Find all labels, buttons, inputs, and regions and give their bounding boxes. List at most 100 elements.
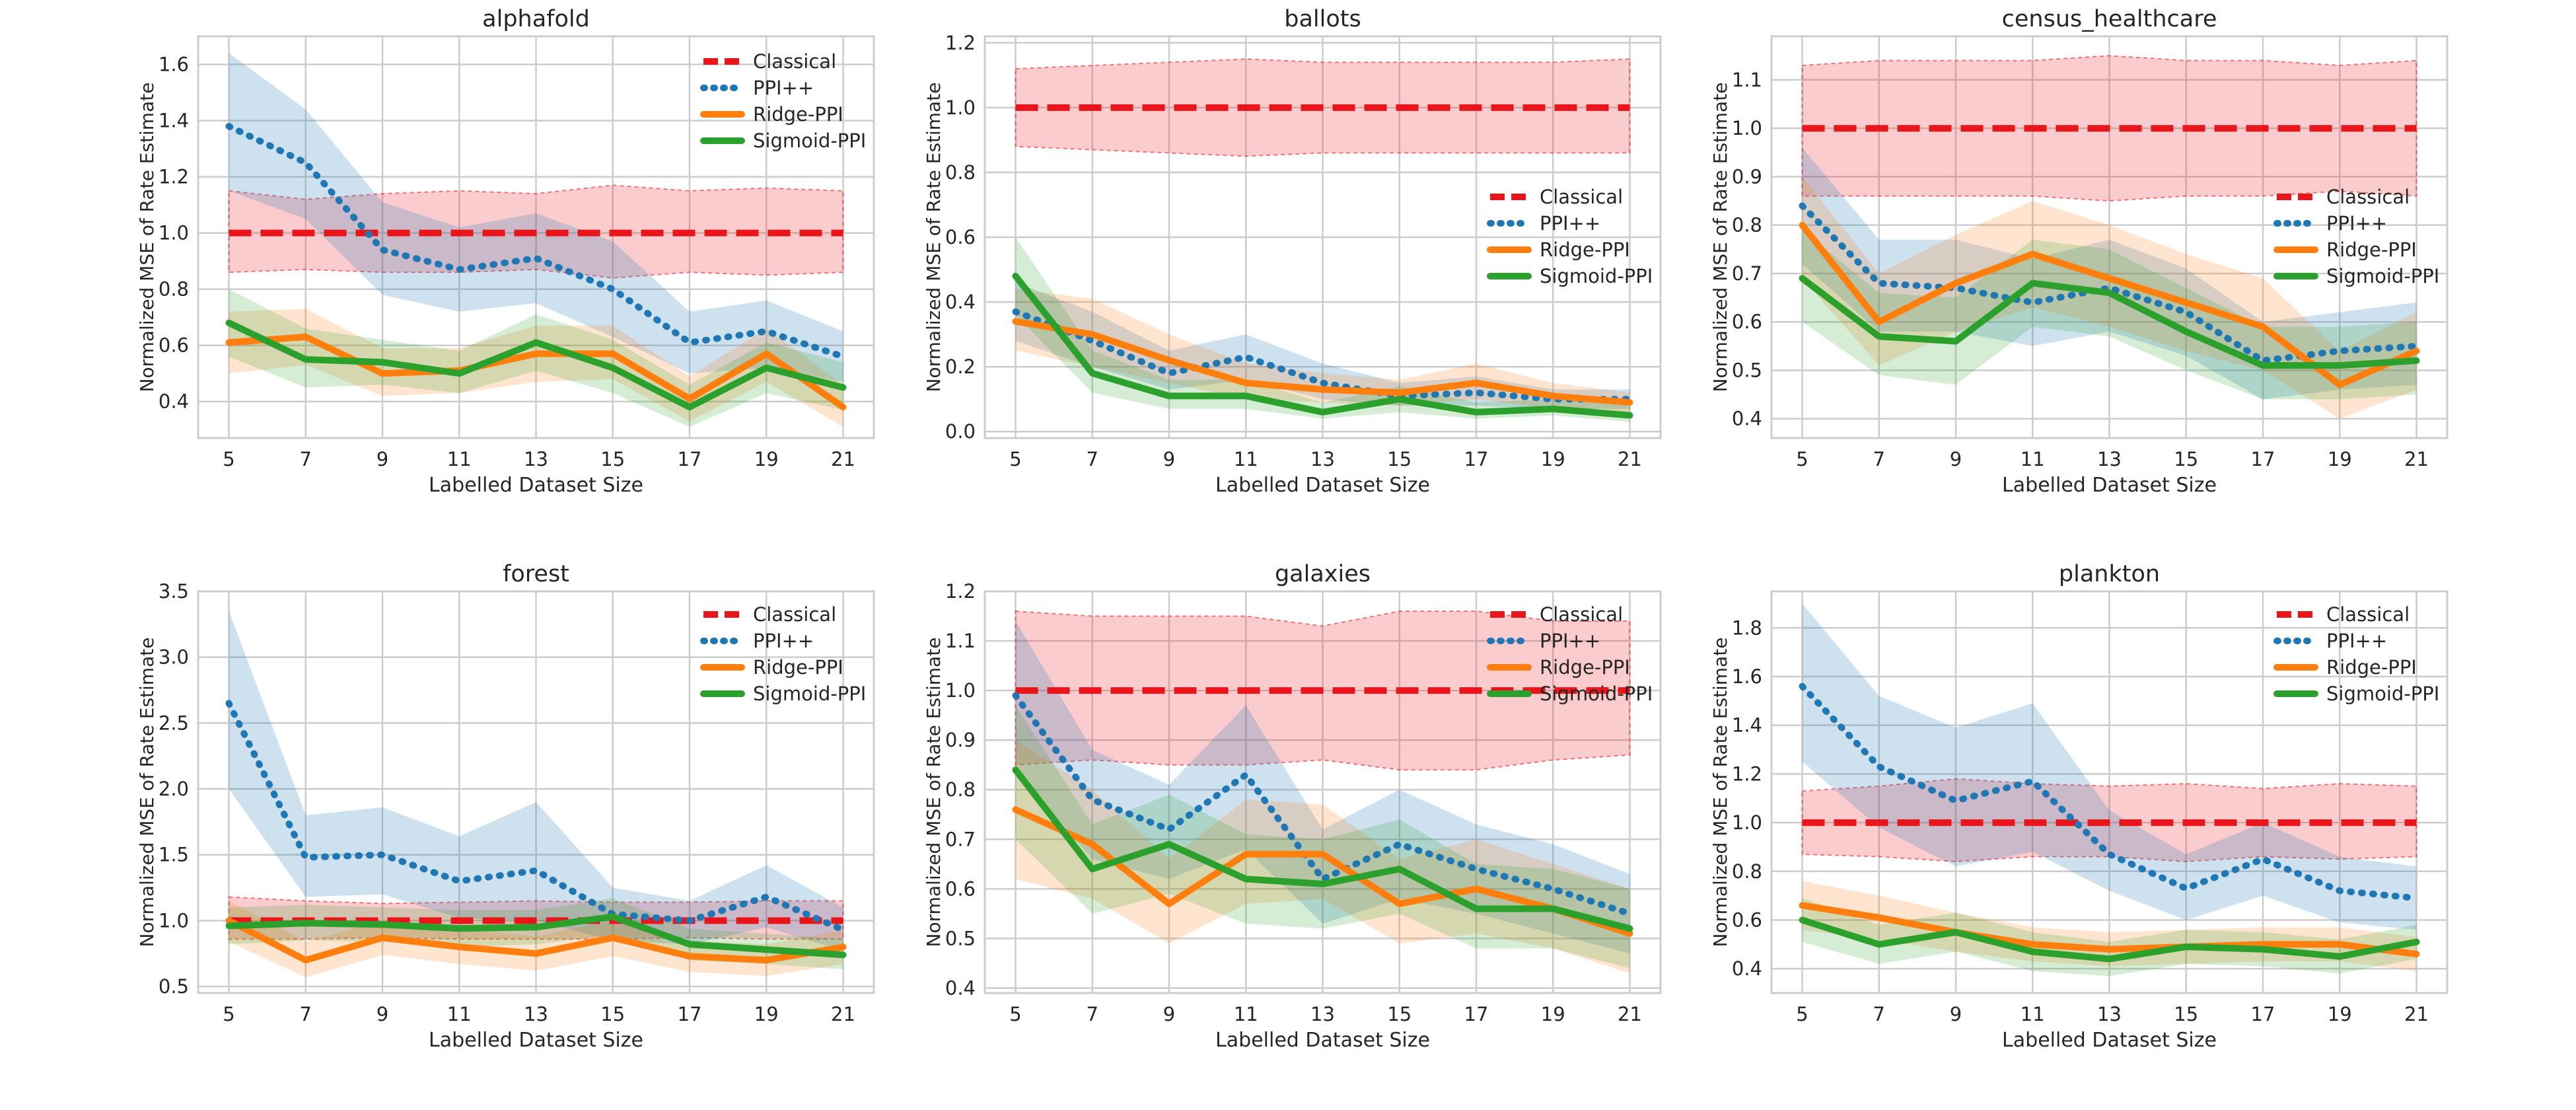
legend-label-classical: Classical <box>2326 603 2410 626</box>
y-tick-label: 1.2 <box>1732 762 1762 785</box>
x-tick-label: 15 <box>600 448 625 470</box>
point-classical <box>1169 107 1170 108</box>
point-ridge-ppi <box>612 353 613 354</box>
legend-label-ppi: PPI++ <box>1540 212 1600 235</box>
x-tick-label: 13 <box>2097 448 2122 470</box>
point-ridge-ppi <box>305 960 306 961</box>
point-ppi <box>1476 869 1477 870</box>
y-tick-label: 1.2 <box>945 580 976 603</box>
band-ppi <box>1802 603 2417 930</box>
line-ridge-ppi <box>225 333 847 411</box>
point-ppi <box>1169 829 1170 830</box>
x-tick-label: 17 <box>2251 1003 2275 1025</box>
line-sigmoid-ppi <box>1799 916 2420 963</box>
panel-title: plankton <box>2059 561 2160 587</box>
line-ppi <box>1799 202 2420 364</box>
x-tick-label: 15 <box>1387 448 1412 470</box>
legend-label-classical: Classical <box>1540 603 1623 626</box>
y-tick-label: 0.8 <box>945 778 976 801</box>
x-tick-label: 9 <box>1163 1003 1175 1025</box>
y-axis-label: Normalized MSE of Rate Estimate <box>1709 83 1731 392</box>
point-ridge-ppi <box>1015 809 1016 810</box>
line-ridge-ppi <box>1012 318 1633 406</box>
point-sigmoid-ppi <box>305 923 306 924</box>
panel-title: forest <box>503 561 569 587</box>
x-tick-label: 21 <box>831 1003 855 1025</box>
plot-frame <box>1770 35 2449 439</box>
x-tick-label: 17 <box>1464 1003 1489 1025</box>
point-sigmoid-ppi <box>1399 399 1400 400</box>
panel-forest: 5 7 9 11 13 15 17 19 21 0.5 1.0 1.5 2.0 2.5 3.0 3.5 fore… <box>136 561 875 1052</box>
x-axis-label: Labelled Dataset Size <box>1215 474 1430 497</box>
panel-title: census_healthcare <box>2002 6 2217 32</box>
legend-label-ridge-ppi: Ridge-PPI <box>1540 656 1630 679</box>
y-tick-label: 0.6 <box>159 334 189 357</box>
x-axis-label: Labelled Dataset Size <box>2002 1029 2217 1052</box>
point-ridge-ppi <box>1878 917 1879 918</box>
y-tick-label: 1.0 <box>945 96 976 119</box>
y-tick-label: 0.8 <box>159 278 189 301</box>
point-classical <box>1169 690 1170 691</box>
x-tick-label: 9 <box>1950 448 1962 470</box>
legend-label-ppi: PPI++ <box>753 630 814 652</box>
point-classical <box>1629 107 1630 108</box>
y-tick-label: 0.9 <box>945 729 976 751</box>
y-tick-label: 0.8 <box>945 161 976 184</box>
x-tick-label: 19 <box>754 1003 779 1025</box>
x-tick-label: 5 <box>1009 448 1021 470</box>
line-sigmoid-ppi <box>1012 272 1633 419</box>
band-ppi <box>229 610 843 951</box>
point-ridge-ppi <box>2263 944 2264 945</box>
y-tick-label: 0.4 <box>1732 408 1762 430</box>
x-axis-label: Labelled Dataset Size <box>429 474 643 497</box>
point-sigmoid-ppi <box>766 949 767 950</box>
band-sigmoid-ppi <box>1015 705 1630 969</box>
point-ppi <box>766 331 767 332</box>
legend-label-sigmoid-ppi: Sigmoid-PPI <box>753 130 866 152</box>
point-sigmoid-ppi <box>1629 928 1630 929</box>
legend-label-ppi: PPI++ <box>753 77 814 99</box>
point-ridge-ppi <box>1015 321 1016 322</box>
plot-frame <box>984 35 1662 439</box>
point-sigmoid-ppi <box>2032 951 2033 952</box>
x-tick-label: 21 <box>1618 1003 1642 1025</box>
x-tick-label: 5 <box>1009 1003 1021 1025</box>
legend: Classical PPI++ Ridge-PPI Sigmoid-PPI <box>2273 186 2439 287</box>
point-classical <box>382 920 383 921</box>
x-tick-label: 15 <box>2174 448 2198 470</box>
point-ridge-ppi <box>1629 402 1630 403</box>
series-layer <box>1012 58 1633 422</box>
panel-plankton: 5 7 9 11 13 15 17 19 21 0.4 0.6 0.8 1.0 1.2 1.4 1.6 1.8 p… <box>1709 561 2449 1052</box>
legend-label-ppi: PPI++ <box>2326 212 2387 235</box>
y-tick-label: 1.0 <box>159 909 189 932</box>
legend: Classical PPI++ Ridge-PPI Sigmoid-PPI <box>700 50 866 152</box>
point-sigmoid-ppi <box>612 916 613 917</box>
x-tick-label: 19 <box>2328 1003 2352 1025</box>
legend-label-sigmoid-ppi: Sigmoid-PPI <box>753 683 866 705</box>
legend-label-sigmoid-ppi: Sigmoid-PPI <box>1540 683 1653 705</box>
y-tick-label: 1.1 <box>1732 69 1762 91</box>
legend-label-ppi: PPI++ <box>2326 630 2387 652</box>
point-sigmoid-ppi <box>2416 360 2417 361</box>
band-sigmoid-ppi <box>1802 898 2417 977</box>
point-classical <box>612 920 613 921</box>
y-tick-label: 0.4 <box>159 390 189 413</box>
point-ridge-ppi <box>1399 903 1400 904</box>
point-ridge-ppi <box>1322 389 1323 390</box>
panel-galaxies: 5 7 9 11 13 15 17 19 21 0.4 0.5 0.6 0.7 0.8 0.9 1.0 1.1 1… <box>923 561 1662 1052</box>
x-tick-label: 15 <box>600 1003 625 1025</box>
point-sigmoid-ppi <box>1878 944 1879 945</box>
point-ridge-ppi <box>305 336 306 337</box>
band-sigmoid-ppi <box>229 289 843 427</box>
point-classical <box>1322 107 1323 108</box>
y-tick-label: 0.4 <box>945 977 976 999</box>
y-tick-label: 1.2 <box>159 166 189 188</box>
x-tick-label: 13 <box>524 448 548 470</box>
point-sigmoid-ppi <box>1629 415 1630 416</box>
y-tick-label: 0.6 <box>1732 908 1762 931</box>
band-sigmoid-ppi <box>229 898 843 970</box>
point-sigmoid-ppi <box>1322 883 1323 884</box>
point-ppi <box>2263 859 2264 860</box>
legend-label-sigmoid-ppi: Sigmoid-PPI <box>2326 683 2439 705</box>
